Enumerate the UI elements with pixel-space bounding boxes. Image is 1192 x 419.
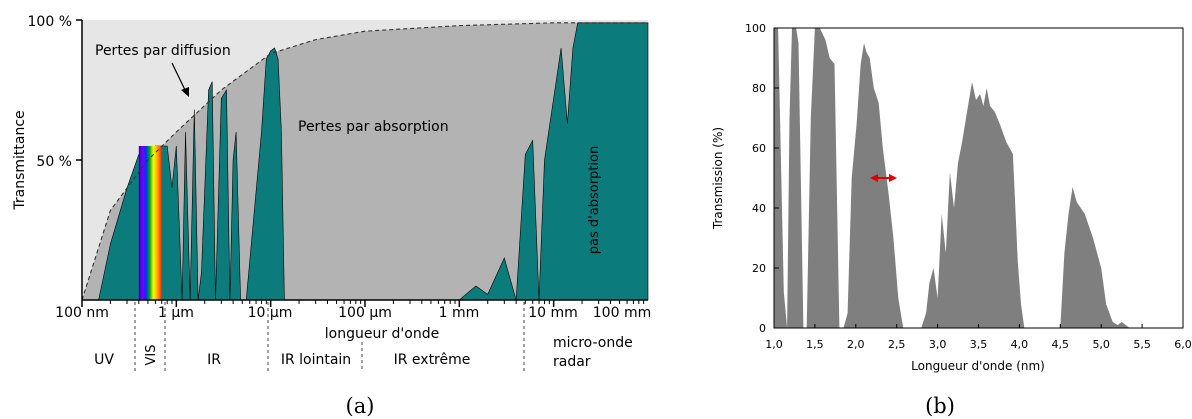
band-label-microwave: micro-onde	[553, 335, 633, 351]
x-tick-label-10mm: 10 mm	[528, 305, 578, 321]
y-tick-label-b: 100	[745, 22, 766, 35]
bandwidth-arrow	[870, 174, 897, 182]
y-tick-label-b: 40	[752, 202, 766, 215]
chart-a: 100 % 50 % Transmittance 100 nm 1 µm 10 …	[12, 14, 651, 418]
x-tick-label-b: 1,5	[806, 338, 824, 351]
transmission-area	[98, 22, 649, 301]
caption-a: (a)	[346, 394, 375, 418]
x-axis-label-a: longueur d'onde	[325, 326, 439, 342]
x-tick-label-b: 1,0	[765, 338, 783, 351]
axis-ticks-b	[773, 27, 1184, 329]
x-tick-label-b: 5,5	[1133, 338, 1151, 351]
annotation-absorption: Pertes par absorption	[298, 119, 449, 135]
annotation-arrow-head	[181, 87, 189, 97]
visible-spectrum-band	[138, 146, 162, 300]
annotation-scattering: Pertes par diffusion	[95, 43, 231, 59]
band-label-radar: radar	[553, 354, 591, 370]
annotation-arrow-line	[171, 62, 187, 93]
y-axis-label-b: Transmission (%)	[711, 127, 725, 230]
bandwidth-arrow-head-right	[889, 174, 897, 182]
y-tick-label-50: 50 %	[36, 154, 72, 170]
x-tick-label-1um: 1 µm	[158, 305, 194, 321]
band-dividers	[134, 302, 525, 372]
scatter-limit-line	[81, 22, 648, 301]
y-tick-label-b: 0	[759, 322, 766, 335]
transmission-spectrum-area	[774, 28, 1183, 328]
y-tick-label-b: 80	[752, 82, 766, 95]
x-tick-label-b: 6,0	[1174, 338, 1192, 351]
x-axis-label-b: Longueur d'onde (nm)	[911, 359, 1045, 373]
y-axis-label-a: Transmittance	[12, 110, 28, 210]
x-tick-label-1mm: 1 mm	[439, 305, 480, 321]
tick-labels-b: 1,0 1,5 2,0 2,5 3,0 3,5 4,0 4,5 5,0 5,5 6,0 0 20 40 60…	[745, 22, 1192, 351]
annotation-no-absorption: pas d'absorption	[587, 146, 602, 254]
chart-b: 1,0 1,5 2,0 2,5 3,0 3,5 4,0 4,5 5,0 5,5 6,0 0 20 40 60…	[711, 22, 1192, 418]
y-tick-label-b: 20	[752, 262, 766, 275]
x-tick-label-b: 3,5	[970, 338, 988, 351]
y-tick-label-100: 100 %	[28, 14, 72, 30]
band-label-far-ir: IR lointain	[281, 352, 351, 368]
x-ticks-a	[81, 300, 645, 307]
bandwidth-arrow-head-left	[870, 174, 878, 182]
band-label-vis: VIS	[144, 345, 159, 366]
band-label-uv: UV	[94, 352, 114, 368]
band-label-extreme-ir: IR extrême	[394, 352, 471, 368]
caption-b: (b)	[925, 394, 955, 418]
x-tick-label-b: 3,0	[929, 338, 947, 351]
x-tick-label-b: 5,0	[1092, 338, 1110, 351]
x-tick-label-b: 4,5	[1052, 338, 1070, 351]
x-tick-label-100nm: 100 nm	[55, 305, 109, 321]
x-tick-label-b: 4,0	[1011, 338, 1029, 351]
x-tick-label-100mm: 100 mm	[593, 305, 651, 321]
y-tick-label-b: 60	[752, 142, 766, 155]
band-label-ir: IR	[207, 352, 221, 368]
x-tick-label-b: 2,0	[847, 338, 865, 351]
x-tick-label-b: 2,5	[888, 338, 906, 351]
x-tick-label-10um: 10 µm	[248, 305, 293, 321]
x-tick-label-100um: 100 µm	[338, 305, 392, 321]
